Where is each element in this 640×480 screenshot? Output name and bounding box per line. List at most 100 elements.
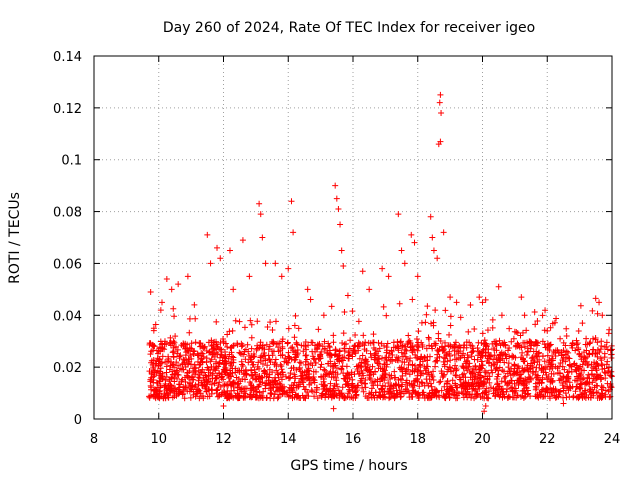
data-point bbox=[367, 391, 374, 398]
data-point bbox=[509, 394, 516, 401]
data-point bbox=[352, 389, 359, 396]
data-point bbox=[596, 299, 603, 306]
data-point bbox=[368, 354, 375, 361]
data-point bbox=[587, 386, 594, 393]
data-point bbox=[398, 393, 405, 400]
data-point bbox=[279, 352, 286, 359]
data-point bbox=[607, 383, 614, 390]
data-point bbox=[188, 374, 195, 381]
data-point bbox=[545, 374, 552, 381]
data-point bbox=[404, 387, 411, 394]
data-point bbox=[178, 378, 185, 385]
data-point bbox=[509, 352, 516, 359]
data-point bbox=[242, 356, 249, 363]
data-point bbox=[413, 336, 420, 343]
data-point bbox=[241, 376, 248, 383]
data-point bbox=[165, 358, 172, 365]
data-point bbox=[298, 360, 305, 367]
data-point bbox=[204, 364, 211, 371]
data-point bbox=[468, 381, 475, 388]
data-point bbox=[519, 329, 526, 336]
data-point bbox=[288, 385, 295, 392]
data-point bbox=[289, 344, 296, 351]
data-point bbox=[532, 321, 539, 328]
data-point bbox=[253, 388, 260, 395]
data-point bbox=[453, 299, 460, 306]
data-point bbox=[214, 244, 221, 251]
data-point bbox=[597, 355, 604, 362]
data-point bbox=[255, 359, 262, 366]
data-point bbox=[542, 307, 549, 314]
data-point bbox=[582, 381, 589, 388]
data-point bbox=[292, 375, 299, 382]
data-point bbox=[585, 371, 592, 378]
data-point bbox=[276, 340, 283, 347]
data-point bbox=[352, 332, 359, 339]
data-point bbox=[270, 348, 277, 355]
data-point bbox=[209, 370, 216, 377]
data-point bbox=[559, 380, 566, 387]
data-point bbox=[317, 351, 324, 358]
data-point bbox=[483, 385, 490, 392]
data-point bbox=[471, 356, 478, 363]
axis-ticks: 8 10 12 14 16 18 20 22 24 0 0.02 0.04 0.06 0.08 0.1 0.1… bbox=[53, 50, 620, 447]
data-point bbox=[230, 342, 237, 349]
data-point bbox=[338, 366, 345, 373]
data-point bbox=[485, 349, 492, 356]
data-point bbox=[557, 359, 564, 366]
data-point bbox=[415, 328, 422, 335]
data-point bbox=[431, 390, 438, 397]
data-point bbox=[441, 339, 448, 346]
data-point bbox=[397, 339, 404, 346]
y-tick-label: 0 bbox=[74, 413, 82, 428]
data-point bbox=[486, 379, 493, 386]
data-point bbox=[560, 394, 567, 401]
data-point bbox=[526, 366, 533, 373]
data-point bbox=[318, 381, 325, 388]
data-point bbox=[351, 348, 358, 355]
data-point bbox=[159, 353, 166, 360]
data-point bbox=[379, 374, 386, 381]
data-point bbox=[157, 375, 164, 382]
data-point bbox=[479, 352, 486, 359]
data-point bbox=[481, 408, 488, 415]
data-point bbox=[484, 327, 491, 334]
data-point bbox=[250, 350, 257, 357]
data-point bbox=[549, 320, 556, 327]
data-point bbox=[348, 394, 355, 401]
data-point bbox=[247, 317, 254, 324]
data-point bbox=[510, 335, 517, 342]
data-point bbox=[592, 295, 599, 302]
data-point bbox=[575, 327, 582, 334]
data-point bbox=[401, 365, 408, 372]
data-point bbox=[490, 361, 497, 368]
data-point bbox=[472, 362, 479, 369]
data-point bbox=[497, 352, 504, 359]
data-point bbox=[274, 370, 281, 377]
data-point bbox=[162, 358, 169, 365]
data-point bbox=[302, 352, 309, 359]
data-point bbox=[479, 299, 486, 306]
data-point bbox=[460, 394, 467, 401]
data-point bbox=[147, 288, 154, 295]
data-point bbox=[205, 349, 212, 356]
data-point bbox=[368, 385, 375, 392]
data-point bbox=[223, 381, 230, 388]
data-point bbox=[481, 337, 488, 344]
data-point bbox=[483, 391, 490, 398]
data-point bbox=[277, 361, 284, 368]
data-point bbox=[277, 347, 284, 354]
data-point bbox=[321, 385, 328, 392]
data-point bbox=[324, 349, 331, 356]
data-point bbox=[511, 380, 518, 387]
data-point bbox=[345, 349, 352, 356]
data-point bbox=[216, 360, 223, 367]
data-point bbox=[180, 366, 187, 373]
data-point bbox=[310, 368, 317, 375]
data-point bbox=[264, 323, 271, 330]
data-point bbox=[587, 394, 594, 401]
data-point bbox=[408, 231, 415, 238]
data-point bbox=[447, 294, 454, 301]
data-point bbox=[326, 344, 333, 351]
data-point bbox=[520, 378, 527, 385]
